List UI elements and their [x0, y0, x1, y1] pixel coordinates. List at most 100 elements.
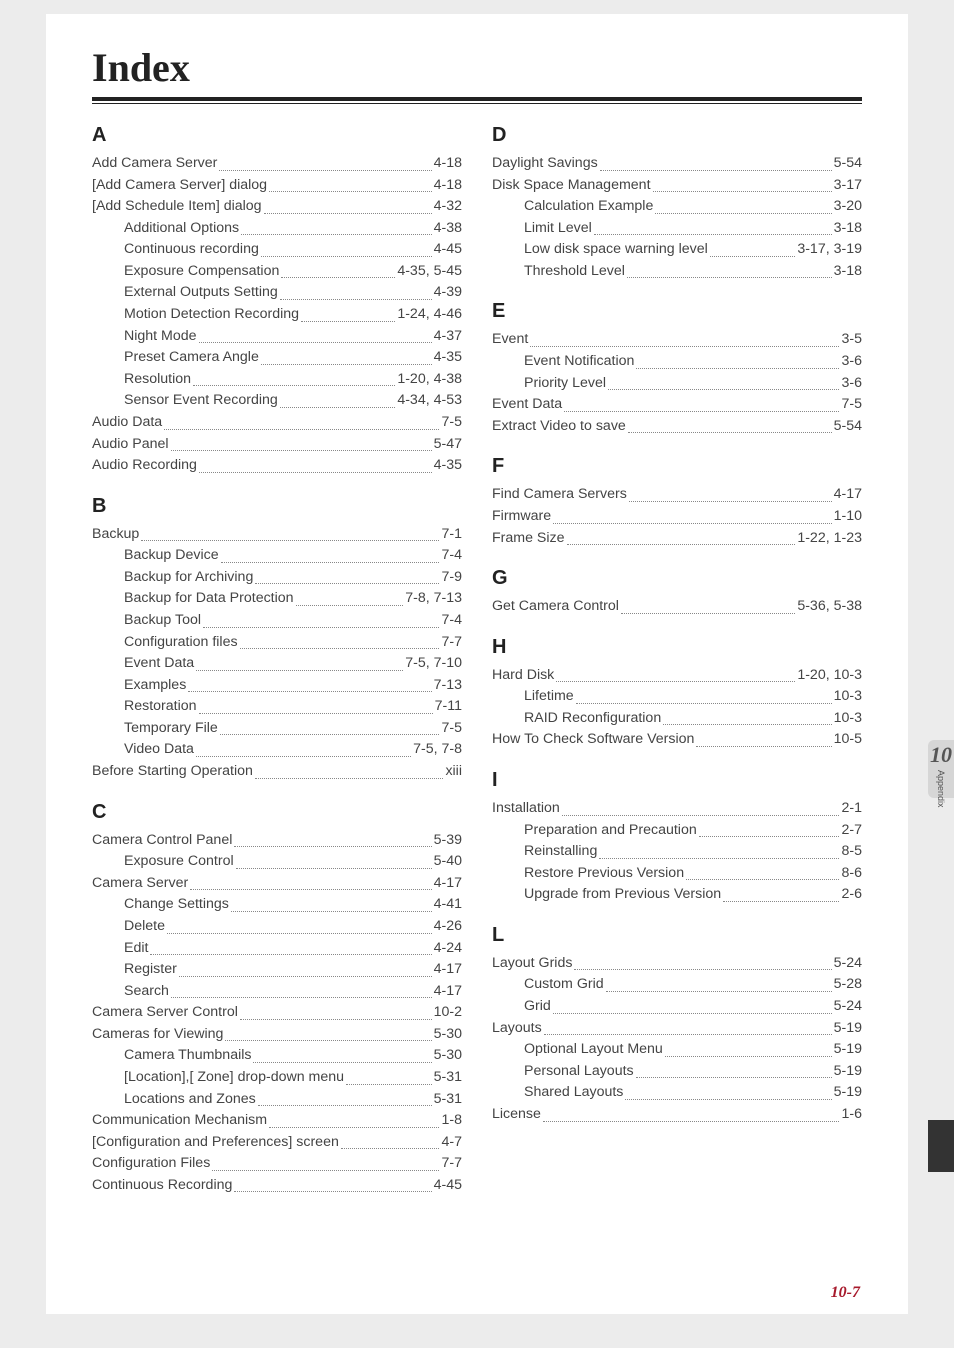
index-entry-page: 7-13 [434, 675, 462, 697]
index-entry-label: Audio Data [92, 412, 162, 434]
index-leader-dots [171, 434, 432, 452]
index-entry-label: Threshold Level [524, 261, 625, 283]
index-leader-dots [636, 351, 839, 369]
index-entry-label: Lifetime [524, 686, 574, 708]
index-entry-page: 7-4 [441, 545, 462, 567]
index-entry-page: 1-20, 10-3 [797, 665, 862, 687]
index-entry: Add Camera Server4-18 [92, 153, 462, 175]
index-entry-label: Backup for Data Protection [124, 588, 294, 610]
index-section-letter: A [92, 124, 462, 147]
index-entry: Layouts5-19 [492, 1018, 862, 1040]
index-entry-page: 3-17, 3-19 [797, 239, 862, 261]
index-entry-page: 4-18 [434, 153, 462, 175]
index-entry: Calculation Example3-20 [492, 196, 862, 218]
index-entry-label: Limit Level [524, 218, 592, 240]
index-entry-page: 3-18 [834, 218, 862, 240]
index-entry-page: 5-19 [834, 1082, 862, 1104]
index-leader-dots [710, 239, 796, 257]
index-entry-page: 3-18 [834, 261, 862, 283]
index-entry-label: Frame Size [492, 528, 565, 550]
index-entry: [Configuration and Preferences] screen4-… [92, 1132, 462, 1154]
index-entry-page: 4-35, 5-45 [397, 261, 462, 283]
index-entry-label: Event Data [492, 394, 562, 416]
index-entry-label: [Add Schedule Item] dialog [92, 196, 262, 218]
index-entry-page: 1-22, 1-23 [797, 528, 862, 550]
index-entry-label: Motion Detection Recording [124, 304, 299, 326]
index-leader-dots [280, 282, 432, 300]
index-entry-page: 5-31 [434, 1089, 462, 1111]
index-entry-page: 4-17 [434, 981, 462, 1003]
index-entry-label: Examples [124, 675, 186, 697]
index-entry-page: 7-9 [441, 567, 462, 589]
index-entry-label: Backup Device [124, 545, 219, 567]
index-entry-label: Restoration [124, 696, 197, 718]
index-leader-dots [628, 416, 832, 434]
index-entry-page: 5-40 [434, 851, 462, 873]
index-entry: Extract Video to save 5-54 [492, 416, 862, 438]
index-leader-dots [261, 347, 432, 365]
index-entry: Motion Detection Recording1-24, 4-46 [92, 304, 462, 326]
index-leader-dots [625, 1082, 831, 1100]
index-entry: Search4-17 [92, 981, 462, 1003]
index-entry-page: 3-20 [834, 196, 862, 218]
index-entry-label: Audio Panel [92, 434, 169, 456]
index-entry-page: 2-6 [841, 884, 862, 906]
index-leader-dots [567, 528, 796, 546]
index-entry-label: Daylight Savings [492, 153, 598, 175]
index-leader-dots [296, 588, 404, 606]
index-section-letter: D [492, 124, 862, 147]
index-column-left: AAdd Camera Server4-18[Add Camera Server… [92, 124, 462, 1196]
index-entry-page: 10-2 [434, 1002, 462, 1024]
index-entry: Night Mode4-37 [92, 326, 462, 348]
index-leader-dots [696, 729, 831, 747]
index-leader-dots [240, 632, 440, 650]
index-entry: Camera Thumbnails 5-30 [92, 1045, 462, 1067]
index-entry-label: Extract Video to save [492, 416, 626, 438]
index-leader-dots [301, 304, 395, 322]
index-entry-label: Backup Tool [124, 610, 201, 632]
index-entry-page: 5-24 [834, 996, 862, 1018]
index-entry-label: Cameras for Viewing [92, 1024, 223, 1046]
index-entry-label: Change Settings [124, 894, 229, 916]
index-leader-dots [629, 484, 832, 502]
index-entry-page: 7-5 [841, 394, 862, 416]
index-entry-page: 5-30 [434, 1024, 462, 1046]
index-entry-page: 3-5 [841, 329, 862, 351]
index-entry-label: Get Camera Control [492, 596, 619, 618]
index-entry-label: Communication Mechanism [92, 1110, 267, 1132]
index-leader-dots [193, 369, 395, 387]
page-title: Index [92, 44, 862, 91]
index-entry-page: 7-7 [441, 1153, 462, 1175]
index-entry: Communication Mechanism1-8 [92, 1110, 462, 1132]
index-entry-page: 5-54 [834, 416, 862, 438]
index-leader-dots [231, 894, 432, 912]
index-entry: Configuration Files7-7 [92, 1153, 462, 1175]
index-section-letter: F [492, 455, 862, 478]
index-entry-label: Camera Thumbnails [124, 1045, 251, 1067]
index-entry-page: 4-38 [434, 218, 462, 240]
index-entry: Audio Panel5-47 [92, 434, 462, 456]
index-leader-dots [141, 524, 439, 542]
index-entry-label: Restore Previous Version [524, 863, 684, 885]
index-entry: Shared Layouts5-19 [492, 1082, 862, 1104]
index-entry-label: Layouts [492, 1018, 542, 1040]
index-entry-page: 5-30 [434, 1045, 462, 1067]
index-leader-dots [255, 761, 444, 779]
index-leader-dots [234, 830, 431, 848]
chapter-tab: 10 Appendix [928, 740, 954, 798]
index-entry-label: Video Data [124, 739, 194, 761]
index-leader-dots [600, 153, 832, 171]
index-leader-dots [234, 1175, 431, 1193]
index-entry: Locations and Zones5-31 [92, 1089, 462, 1111]
index-entry: Grid5-24 [492, 996, 862, 1018]
index-section-letter: E [492, 300, 862, 323]
index-entry: Lifetime10-3 [492, 686, 862, 708]
index-entry: Change Settings4-41 [92, 894, 462, 916]
index-entry-label: Upgrade from Previous Version [524, 884, 721, 906]
index-entry-page: xiii [445, 761, 462, 783]
index-entry-page: 4-24 [434, 938, 462, 960]
index-entry: Resolution1-20, 4-38 [92, 369, 462, 391]
index-entry-label: Exposure Compensation [124, 261, 279, 283]
index-leader-dots [346, 1067, 432, 1085]
index-entry-label: Event [492, 329, 528, 351]
